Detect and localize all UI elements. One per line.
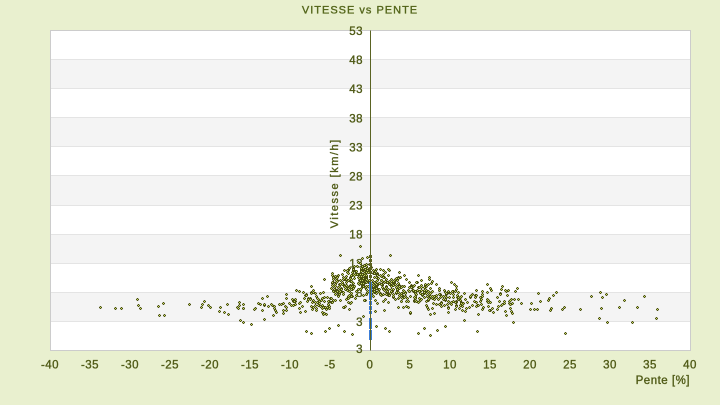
svg-text:10: 10 (443, 360, 457, 372)
svg-text:-25: -25 (161, 360, 179, 372)
svg-text:15: 15 (483, 360, 497, 372)
svg-text:33: 33 (349, 142, 363, 154)
svg-text:-15: -15 (241, 360, 259, 372)
svg-text:38: 38 (349, 113, 363, 125)
svg-text:25: 25 (563, 360, 577, 372)
svg-text:35: 35 (643, 360, 657, 372)
svg-text:0: 0 (367, 360, 374, 372)
svg-text:-5: -5 (324, 360, 335, 372)
svg-text:23: 23 (349, 201, 363, 213)
svg-text:43: 43 (349, 84, 363, 96)
svg-text:48: 48 (349, 55, 363, 67)
svg-text:VITESSE vs PENTE: VITESSE vs PENTE (302, 5, 418, 17)
svg-text:8: 8 (356, 288, 363, 300)
svg-text:20: 20 (523, 360, 537, 372)
svg-text:53: 53 (349, 26, 363, 38)
svg-text:-30: -30 (121, 360, 139, 372)
svg-text:-20: -20 (201, 360, 219, 372)
svg-text:3: 3 (356, 317, 363, 329)
svg-text:Pente [%]: Pente [%] (636, 375, 690, 387)
svg-text:5: 5 (407, 360, 414, 372)
svg-text:18: 18 (349, 230, 363, 242)
svg-text:-35: -35 (81, 360, 99, 372)
svg-text:30: 30 (603, 360, 617, 372)
svg-text:-10: -10 (281, 360, 299, 372)
svg-text:28: 28 (349, 171, 363, 183)
svg-text:-40: -40 (41, 360, 59, 372)
svg-text:3: 3 (356, 344, 363, 356)
svg-text:Vitesse [km/h]: Vitesse [km/h] (329, 138, 341, 228)
svg-text:40: 40 (683, 360, 697, 372)
